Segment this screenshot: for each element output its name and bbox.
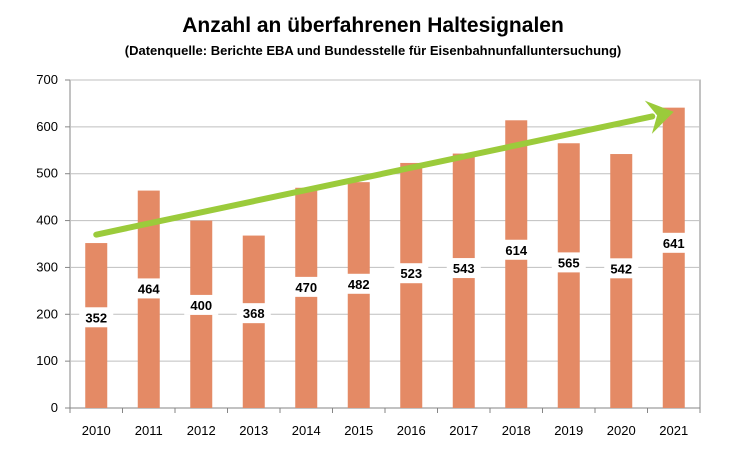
data-label: 542: [610, 261, 632, 276]
data-label-background: [499, 239, 534, 260]
y-tick-label: 500: [36, 166, 58, 181]
data-label: 482: [348, 277, 370, 292]
x-tick-label: 2018: [502, 423, 531, 438]
data-label-background: [551, 252, 586, 273]
trend-arrow-shaft: [93, 113, 656, 238]
x-tick-label: 2014: [292, 423, 321, 438]
data-label: 641: [663, 236, 685, 251]
y-tick-label: 200: [36, 306, 58, 321]
chart-subtitle: (Datenquelle: Berichte EBA und Bundesste…: [124, 43, 622, 58]
data-label-background: [289, 276, 324, 297]
data-label: 470: [295, 280, 317, 295]
data-label-background: [131, 278, 166, 299]
y-tick-label: 100: [36, 353, 58, 368]
y-tick-label: 400: [36, 213, 58, 228]
trend-arrow-head: [644, 100, 674, 134]
bar: [505, 120, 528, 408]
data-label-background: [446, 258, 481, 279]
bar: [347, 182, 370, 408]
x-tick-label: 2011: [135, 423, 163, 438]
data-label-background: [604, 258, 639, 279]
bar: [452, 153, 475, 408]
x-tick-label: 2013: [239, 423, 268, 438]
data-label-background: [656, 232, 691, 253]
x-tick-label: 2017: [449, 423, 478, 438]
data-label-background: [341, 273, 376, 294]
data-label-background: [394, 263, 429, 284]
chart-title: Anzahl an überfahrenen Haltesignalen: [182, 14, 564, 37]
data-label: 464: [138, 281, 160, 296]
x-tick-label: 2015: [344, 423, 373, 438]
bar: [662, 107, 685, 408]
x-tick-label: 2019: [554, 423, 583, 438]
x-tick-label: 2010: [82, 423, 111, 438]
bar: [610, 154, 633, 408]
data-label-background: [184, 294, 219, 315]
data-label: 352: [85, 310, 107, 325]
y-tick-label: 600: [36, 119, 58, 134]
bar: [557, 143, 580, 408]
y-tick-label: 300: [36, 259, 58, 274]
data-label-background: [236, 303, 271, 324]
x-tick-label: 2021: [659, 423, 688, 438]
data-label: 523: [400, 266, 422, 281]
bar: [295, 187, 318, 408]
y-tick-label: 0: [51, 400, 58, 415]
x-tick-label: 2020: [607, 423, 636, 438]
data-label: 400: [190, 298, 212, 313]
data-label-background: [79, 307, 114, 328]
data-label: 368: [243, 306, 265, 321]
data-label: 543: [453, 261, 475, 276]
y-tick-label: 700: [36, 72, 58, 87]
bar: [137, 190, 160, 408]
data-label: 565: [558, 255, 580, 270]
x-tick-label: 2016: [397, 423, 426, 438]
data-label: 614: [505, 243, 527, 258]
bar: [400, 162, 423, 408]
x-tick-label: 2012: [187, 423, 216, 438]
